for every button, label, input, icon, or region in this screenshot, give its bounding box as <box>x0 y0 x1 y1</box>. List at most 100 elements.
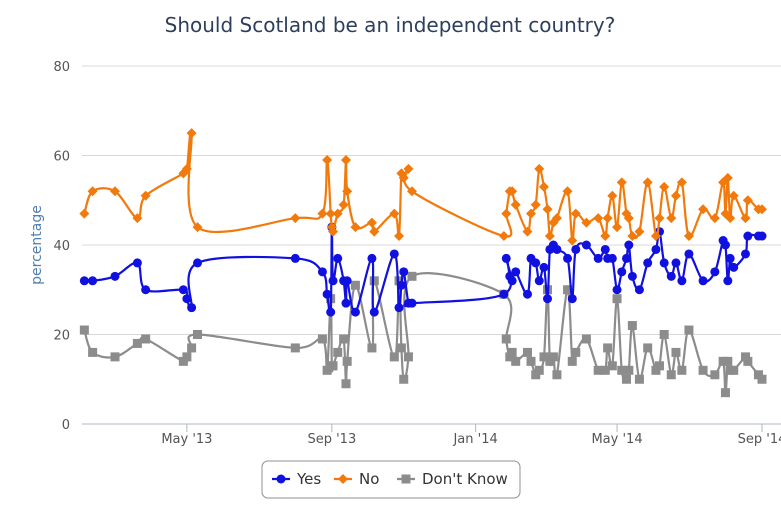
data-point-no <box>612 222 623 233</box>
data-point-no <box>654 213 665 224</box>
data-point-don-t-know <box>563 285 573 295</box>
data-point-yes <box>88 276 98 286</box>
legend-marker <box>338 474 348 484</box>
data-point-don-t-know <box>534 365 544 375</box>
legend-item-yes[interactable]: Yes <box>272 470 321 488</box>
data-point-don-t-know <box>612 294 622 304</box>
data-point-don-t-know <box>342 356 352 366</box>
data-point-don-t-know <box>394 276 404 286</box>
data-point-yes <box>567 294 577 304</box>
data-point-no <box>186 128 197 139</box>
series-yes <box>79 222 767 317</box>
data-point-yes <box>322 289 332 299</box>
data-point-don-t-know <box>757 374 767 384</box>
data-point-don-t-know <box>581 334 591 344</box>
data-point-don-t-know <box>328 361 338 371</box>
data-point-no <box>551 213 562 224</box>
data-point-don-t-know <box>671 347 681 357</box>
data-point-no <box>510 199 521 210</box>
data-point-no <box>87 186 98 197</box>
data-point-no <box>642 177 653 188</box>
data-point-don-t-know <box>511 356 521 366</box>
data-point-no <box>722 172 733 183</box>
data-point-no <box>507 186 518 197</box>
data-point-no <box>676 177 687 188</box>
data-point-no <box>567 235 578 246</box>
data-point-no <box>740 213 751 224</box>
data-point-yes <box>350 307 360 317</box>
data-point-don-t-know <box>666 370 676 380</box>
data-point-yes <box>132 258 142 268</box>
data-point-no <box>683 231 694 242</box>
y-tick-label: 20 <box>53 329 70 344</box>
data-point-no <box>581 217 592 228</box>
data-point-don-t-know <box>634 374 644 384</box>
data-point-yes <box>659 258 669 268</box>
data-point-yes <box>341 298 351 308</box>
data-point-no <box>670 190 681 201</box>
data-point-yes <box>110 271 120 281</box>
legend-marker <box>276 474 286 484</box>
data-point-no <box>192 222 203 233</box>
y-axis-ticks: 0 20 40 60 80 <box>53 60 70 433</box>
chart-title: Should Scotland be an independent countr… <box>165 13 616 37</box>
data-point-don-t-know <box>698 365 708 375</box>
data-point-don-t-know <box>339 334 349 344</box>
data-point-no <box>593 213 604 224</box>
plot-area <box>79 128 767 398</box>
data-point-yes <box>710 267 720 277</box>
data-point-yes <box>187 303 197 313</box>
data-point-yes <box>522 289 532 299</box>
data-point-yes <box>79 276 89 286</box>
data-point-don-t-know <box>501 334 511 344</box>
data-point-don-t-know <box>141 334 151 344</box>
data-point-yes <box>571 244 581 254</box>
data-point-no <box>109 186 120 197</box>
data-point-yes <box>617 267 627 277</box>
data-point-no <box>698 204 709 215</box>
legend-label: Yes <box>296 470 321 488</box>
data-point-no <box>369 226 380 237</box>
data-point-don-t-know <box>659 330 669 339</box>
data-point-yes <box>651 244 661 254</box>
data-point-no <box>394 231 405 242</box>
data-point-yes <box>326 307 336 317</box>
data-point-don-t-know <box>624 365 634 375</box>
data-point-yes <box>671 258 681 268</box>
data-point-no <box>602 213 613 224</box>
data-point-don-t-know <box>607 361 617 371</box>
data-point-yes <box>543 294 553 304</box>
data-point-no <box>616 177 627 188</box>
x-tick-label: May '13 <box>161 432 212 447</box>
data-point-no <box>403 163 414 174</box>
y-axis-label: percentage <box>29 205 45 285</box>
legend-item-don-t-know[interactable]: Don't Know <box>397 470 508 488</box>
data-point-no <box>538 181 549 192</box>
data-point-no <box>325 208 336 219</box>
x-tick-label: Sep '13 <box>307 432 356 447</box>
data-point-yes <box>593 253 603 263</box>
data-point-no <box>181 163 192 174</box>
data-point-don-t-know <box>187 343 197 353</box>
data-point-no <box>709 213 720 224</box>
data-point-don-t-know <box>396 343 406 353</box>
data-point-no <box>501 208 512 219</box>
data-point-yes <box>600 244 610 254</box>
data-point-don-t-know <box>621 374 631 384</box>
data-point-no <box>338 199 349 210</box>
data-point-yes <box>396 280 406 290</box>
data-point-no <box>562 186 573 197</box>
legend-item-no[interactable]: No <box>334 470 379 488</box>
data-point-no <box>328 226 339 237</box>
data-point-yes <box>725 253 735 263</box>
data-point-don-t-know <box>526 356 536 366</box>
data-point-no <box>725 213 736 224</box>
data-point-yes <box>612 285 622 295</box>
data-point-yes <box>290 253 300 263</box>
data-point-no <box>742 195 753 206</box>
data-point-yes <box>666 271 676 281</box>
data-point-no <box>650 231 661 242</box>
x-tick-label: May '14 <box>591 432 642 447</box>
data-point-yes <box>511 267 521 277</box>
x-axis-ticks: May '13 Sep '13 Jan '14 May '14 Sep '14 <box>161 424 781 447</box>
